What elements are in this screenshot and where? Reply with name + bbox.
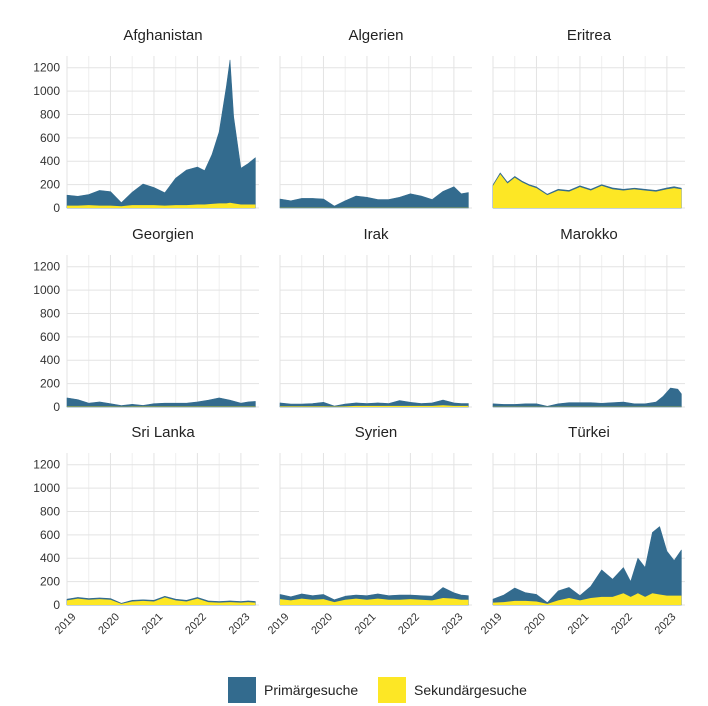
area-sekundaergesuche bbox=[493, 593, 682, 605]
x-tick-label: 2022 bbox=[183, 611, 209, 637]
x-tick-label: 2020 bbox=[96, 611, 122, 637]
y-tick-label: 800 bbox=[40, 306, 60, 320]
x-tick-label: 2020 bbox=[309, 611, 335, 637]
y-tick-label: 0 bbox=[53, 598, 60, 612]
y-tick-label: 1200 bbox=[33, 260, 60, 274]
area-sekundaergesuche bbox=[280, 597, 469, 605]
legend-label-sekund-rgesuche: Sekundärgesuche bbox=[414, 682, 527, 698]
y-tick-label: 200 bbox=[40, 377, 60, 391]
area-sekundaergesuche bbox=[493, 174, 682, 208]
legend-label-prim-rgesuche: Primärgesuche bbox=[264, 682, 358, 698]
legend-swatch-prim-rgesuche bbox=[228, 677, 256, 703]
y-tick-label: 1200 bbox=[33, 61, 60, 75]
y-tick-label: 600 bbox=[40, 528, 60, 542]
x-tick-label: 2023 bbox=[227, 611, 253, 637]
y-tick-label: 600 bbox=[40, 131, 60, 145]
legend: Primärgesuche Sekundärgesuche bbox=[228, 677, 527, 703]
area-primaergesuche bbox=[492, 387, 682, 408]
y-tick-label: 1000 bbox=[33, 283, 60, 297]
panel-title: Marokko bbox=[560, 226, 618, 243]
panel-sri-lanka: Sri Lanka 0 200 400 600 800 1000 1200 2019 2020 20… bbox=[33, 424, 259, 637]
panel-afghanistan: Afghanistan 0 200 400 600 800 1000 1200 bbox=[33, 27, 259, 215]
panel-title: Eritrea bbox=[567, 27, 612, 44]
x-tick-label: 2022 bbox=[396, 611, 422, 637]
area-primaergesuche bbox=[279, 186, 469, 209]
panel-title: Algerien bbox=[348, 27, 403, 44]
y-tick-label: 400 bbox=[40, 551, 60, 565]
y-tick-label: 1200 bbox=[33, 458, 60, 472]
y-tick-label: 600 bbox=[40, 330, 60, 344]
x-tick-label: 2021 bbox=[140, 611, 166, 637]
x-tick-label: 2019 bbox=[266, 611, 292, 637]
y-tick-label: 0 bbox=[53, 201, 60, 215]
area-primaergesuche bbox=[66, 397, 256, 408]
x-tick-label: 2020 bbox=[522, 611, 548, 637]
x-tick-label: 2021 bbox=[566, 611, 592, 637]
panel-t-rkei: Türkei 2019 2020 2021 2022 2023 bbox=[479, 424, 685, 637]
panel-title: Irak bbox=[363, 226, 389, 243]
area-primaergesuche bbox=[492, 526, 682, 606]
area-sekundaergesuche bbox=[67, 202, 256, 208]
panel-title: Sri Lanka bbox=[131, 424, 195, 441]
panel-title: Türkei bbox=[568, 424, 610, 441]
x-tick-label: 2021 bbox=[353, 611, 379, 637]
panel-title: Georgien bbox=[132, 226, 194, 243]
x-tick-label: 2023 bbox=[440, 611, 466, 637]
area-sekundaergesuche bbox=[280, 405, 469, 407]
x-tick-label: 2022 bbox=[609, 611, 635, 637]
panel-algerien: Algerien bbox=[279, 27, 472, 209]
panel-georgien: Georgien 0 200 400 600 800 1000 1200 bbox=[33, 226, 259, 414]
panel-title: Syrien bbox=[355, 424, 398, 441]
y-tick-label: 800 bbox=[40, 107, 60, 121]
y-tick-label: 1000 bbox=[33, 84, 60, 98]
x-tick-label: 2019 bbox=[479, 611, 505, 637]
legend-swatch-sekund-rgesuche bbox=[378, 677, 406, 703]
area-primaergesuche bbox=[279, 399, 469, 408]
y-tick-label: 800 bbox=[40, 504, 60, 518]
panel-marokko: Marokko bbox=[492, 226, 685, 408]
panel-title: Afghanistan bbox=[123, 27, 202, 44]
panel-irak: Irak bbox=[279, 226, 472, 408]
y-tick-label: 1000 bbox=[33, 481, 60, 495]
y-tick-label: 200 bbox=[40, 575, 60, 589]
panel-eritrea: Eritrea bbox=[492, 27, 685, 209]
y-tick-label: 200 bbox=[40, 178, 60, 192]
panel-syrien: Syrien 2019 2020 2021 2022 2023 bbox=[266, 424, 472, 637]
y-tick-label: 400 bbox=[40, 154, 60, 168]
y-tick-label: 0 bbox=[53, 400, 60, 414]
x-tick-label: 2019 bbox=[53, 611, 79, 637]
area-sekundaergesuche bbox=[67, 597, 256, 605]
x-tick-label: 2023 bbox=[653, 611, 679, 637]
area-primaergesuche bbox=[66, 59, 256, 209]
y-tick-label: 400 bbox=[40, 353, 60, 367]
